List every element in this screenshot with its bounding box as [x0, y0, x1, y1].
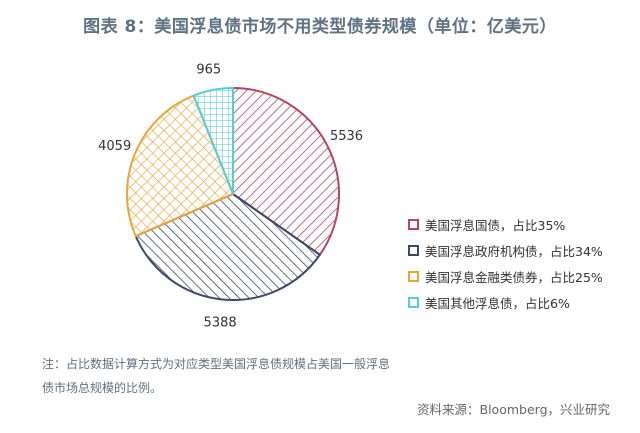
- pie-slice: [134, 193, 321, 301]
- slice-value-label: 5536: [330, 129, 363, 144]
- chart-note: 注：占比数据计算方式为对应类型美国浮息债规模占美国一般浮息债市场总规模的比例。: [42, 357, 391, 395]
- legend-item: 美国浮息政府机构债，占比34%: [408, 237, 603, 263]
- legend-swatch: [408, 296, 419, 308]
- legend-item: 美国其他浮息债，占比6%: [408, 289, 603, 315]
- legend-label: 美国浮息政府机构债，占比34%: [425, 243, 603, 259]
- legend-item: 美国浮息国债，占比35%: [408, 211, 603, 237]
- slice-value-label: 4059: [98, 139, 131, 154]
- chart-title: 图表 8：美国浮息债市场不用类型债券规模（单位：亿美元）: [83, 17, 557, 37]
- legend: 美国浮息国债，占比35% 美国浮息政府机构债，占比34% 美国浮息金融类债券，占…: [408, 211, 603, 315]
- legend-swatch: [408, 218, 419, 230]
- legend-label: 美国浮息金融类债券，占比25%: [425, 269, 603, 285]
- source-text: 资料来源：Bloomberg，兴业研究: [417, 402, 610, 417]
- slice-value-label: 965: [196, 62, 221, 77]
- legend-swatch: [408, 270, 419, 282]
- pie-slice: [232, 87, 340, 256]
- pie-slice: [126, 94, 234, 238]
- legend-item: 美国浮息金融类债券，占比25%: [408, 263, 603, 289]
- legend-label: 美国浮息国债，占比35%: [425, 217, 566, 233]
- legend-label: 美国其他浮息债，占比6%: [425, 295, 570, 311]
- pie-slice: [192, 87, 234, 195]
- slice-value-label: 5388: [204, 315, 237, 330]
- legend-swatch: [408, 244, 419, 256]
